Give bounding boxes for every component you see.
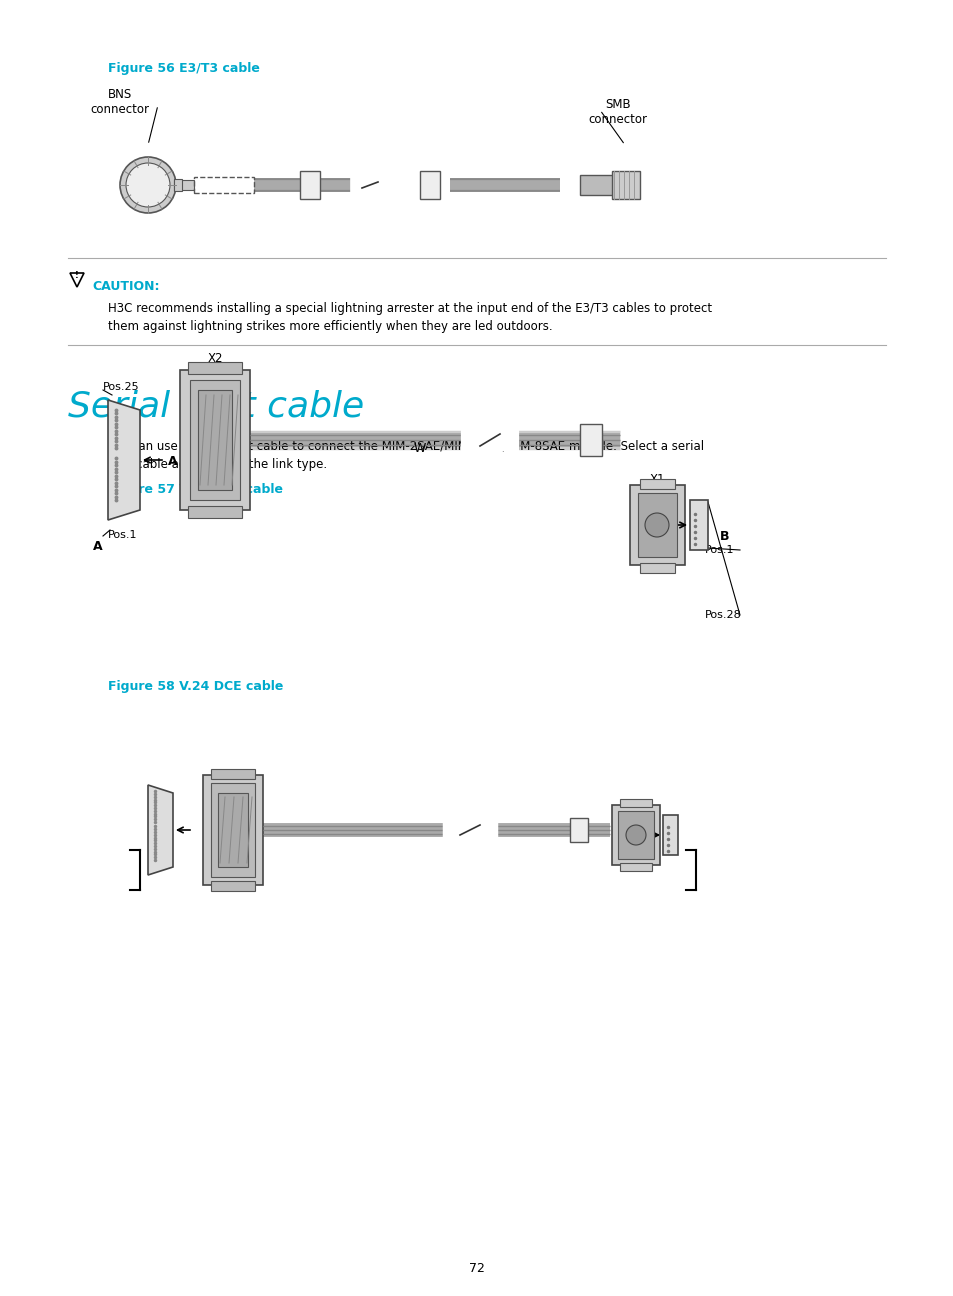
Bar xyxy=(211,881,254,892)
Bar xyxy=(211,783,254,877)
Bar xyxy=(619,800,651,807)
Text: A: A xyxy=(168,455,177,468)
Text: Figure 58 V.24 DCE cable: Figure 58 V.24 DCE cable xyxy=(108,680,283,693)
Bar xyxy=(173,179,182,191)
Polygon shape xyxy=(108,400,140,520)
Text: Serial port cable: Serial port cable xyxy=(68,390,364,424)
Bar xyxy=(173,180,193,191)
Bar xyxy=(618,811,654,859)
Text: Pos.1: Pos.1 xyxy=(108,530,137,540)
Bar xyxy=(180,369,250,511)
Text: BNS
connector: BNS connector xyxy=(91,88,150,117)
Text: X1: X1 xyxy=(649,473,664,486)
Text: Pos.1: Pos.1 xyxy=(704,546,734,555)
Text: Figure 57 V.24 DTE cable: Figure 57 V.24 DTE cable xyxy=(108,483,283,496)
Bar xyxy=(198,390,232,490)
Circle shape xyxy=(625,826,645,845)
Text: !: ! xyxy=(75,271,79,280)
Text: B: B xyxy=(692,524,701,537)
Text: Pos.28: Pos.28 xyxy=(704,610,741,619)
Text: Pos.25: Pos.25 xyxy=(103,382,139,391)
Circle shape xyxy=(126,163,170,207)
Bar xyxy=(190,380,240,500)
Text: B: B xyxy=(720,530,729,543)
Bar xyxy=(218,793,248,867)
Bar xyxy=(188,362,242,375)
Text: SMB
connector: SMB connector xyxy=(588,98,647,126)
Text: H3C recommends installing a special lightning arrester at the input end of the E: H3C recommends installing a special ligh… xyxy=(108,302,711,333)
Bar xyxy=(569,818,587,842)
Bar xyxy=(638,492,677,557)
Text: Figure 56 E3/T3 cable: Figure 56 E3/T3 cable xyxy=(108,62,259,75)
Text: 72: 72 xyxy=(469,1262,484,1275)
Bar xyxy=(188,505,242,518)
Bar xyxy=(299,171,319,200)
Bar xyxy=(612,805,659,864)
Bar xyxy=(689,500,707,550)
Bar xyxy=(629,485,684,565)
Bar xyxy=(612,171,639,200)
Text: X2: X2 xyxy=(207,353,222,365)
Bar xyxy=(211,769,254,779)
Bar xyxy=(193,178,253,193)
Text: You can use a serial port cable to connect the MIM-2SAE/MIM-4SAE/MIM-8SAE module: You can use a serial port cable to conne… xyxy=(108,441,703,470)
Text: CAUTION:: CAUTION: xyxy=(91,280,159,293)
Bar xyxy=(419,171,439,200)
Polygon shape xyxy=(148,785,172,875)
Bar xyxy=(662,815,678,855)
Text: W: W xyxy=(414,442,426,455)
Bar xyxy=(639,480,675,489)
Bar xyxy=(639,562,675,573)
Circle shape xyxy=(120,157,175,213)
Bar xyxy=(619,863,651,871)
Text: A: A xyxy=(93,540,103,553)
Bar xyxy=(579,424,601,456)
Bar xyxy=(579,175,615,194)
Circle shape xyxy=(644,513,668,537)
Bar xyxy=(203,775,263,885)
